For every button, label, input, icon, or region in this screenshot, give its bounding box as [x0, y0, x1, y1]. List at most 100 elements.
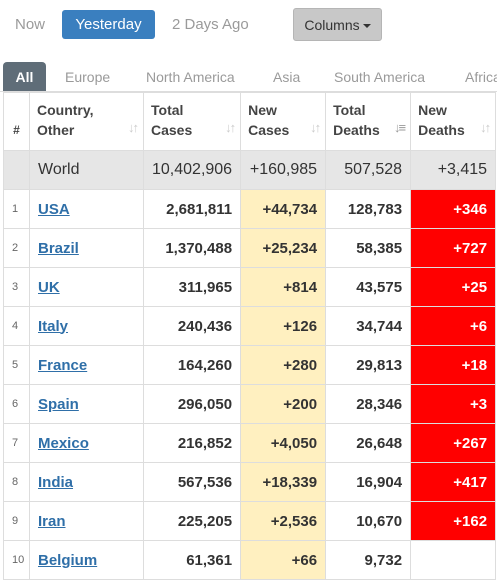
country-link[interactable]: USA — [38, 200, 70, 218]
world-row: World 10,402,906 +160,985 507,528 +3,415 — [3, 150, 497, 190]
total-deaths-cell: 26,648 — [325, 423, 412, 463]
now-button[interactable]: Now — [15, 16, 46, 33]
new-cases-cell: +280 — [240, 345, 327, 385]
new-deaths-cell: +18 — [410, 345, 497, 385]
row-index: 8 — [3, 462, 30, 502]
new-deaths-cell: +162 — [410, 501, 497, 541]
header-row: # Country, Other ↓↑ Total Cases ↓↑ New Cases ↓… — [3, 92, 497, 151]
total-deaths-cell: 43,575 — [325, 267, 412, 307]
new-cases-cell: +66 — [240, 540, 327, 580]
header-new-deaths[interactable]: New Deaths ↓↑ — [410, 92, 497, 151]
table-row: 6 Spain 296,050 +200 28,346 +3 — [3, 384, 497, 424]
country-cell: Iran — [29, 501, 144, 541]
total-cases-cell: 296,050 — [142, 384, 242, 424]
row-index: 7 — [3, 423, 30, 463]
new-deaths-cell — [410, 540, 497, 580]
new-deaths-cell: +417 — [410, 462, 497, 502]
table-row: 5 France 164,260 +280 29,813 +18 — [3, 345, 497, 385]
header-new-deaths-line2: Deaths — [418, 122, 465, 138]
row-index: 5 — [3, 345, 30, 385]
table-row: 9 Iran 225,205 +2,536 10,670 +162 — [3, 501, 497, 541]
row-index: 10 — [3, 540, 30, 580]
total-cases-cell: 311,965 — [142, 267, 242, 307]
country-cell: France — [29, 345, 144, 385]
country-link[interactable]: UK — [38, 278, 60, 296]
region-tabs: All Europe North America Asia South Amer… — [0, 62, 497, 92]
total-deaths-cell: 29,813 — [325, 345, 412, 385]
row-index: 6 — [3, 384, 30, 424]
country-link[interactable]: France — [38, 356, 88, 374]
header-country-line2: Other — [37, 122, 75, 138]
new-cases-cell: +25,234 — [240, 228, 327, 268]
country-link[interactable]: Spain — [38, 395, 79, 413]
total-cases-cell: 216,852 — [142, 423, 242, 463]
country-cell: India — [29, 462, 144, 502]
table-row: 3 UK 311,965 +814 43,575 +25 — [3, 267, 497, 307]
header-new-deaths-line1: New — [418, 102, 447, 118]
tab-asia[interactable]: Asia — [273, 69, 301, 85]
country-cell: Brazil — [29, 228, 144, 268]
stats-table: # Country, Other ↓↑ Total Cases ↓↑ New Cases ↓… — [3, 92, 497, 580]
country-cell: Italy — [29, 306, 144, 346]
new-cases-cell: +18,339 — [240, 462, 327, 502]
header-total-deaths-line1: Total — [333, 102, 366, 118]
header-num: # — [3, 92, 30, 151]
tab-north-america[interactable]: North America — [146, 69, 235, 85]
country-cell: Spain — [29, 384, 144, 424]
caret-down-icon — [362, 24, 371, 29]
new-cases-cell: +44,734 — [240, 189, 327, 229]
yesterday-button[interactable]: Yesterday — [62, 10, 155, 39]
country-link[interactable]: Mexico — [38, 434, 89, 452]
country-cell: USA — [29, 189, 144, 229]
total-cases-cell: 1,370,488 — [142, 228, 242, 268]
new-deaths-cell: +346 — [410, 189, 497, 229]
two-days-ago-button[interactable]: 2 Days Ago — [172, 16, 249, 33]
new-cases-cell: +200 — [240, 384, 327, 424]
world-new-deaths: +3,415 — [410, 150, 497, 190]
country-link[interactable]: Iran — [38, 512, 66, 530]
row-index: 1 — [3, 189, 30, 229]
tab-europe[interactable]: Europe — [65, 69, 111, 85]
tab-south-america[interactable]: South America — [334, 69, 426, 85]
header-total-deaths[interactable]: Total Deaths ↓≡ — [325, 92, 412, 151]
country-link[interactable]: Belgium — [38, 551, 98, 569]
country-cell: UK — [29, 267, 144, 307]
country-link[interactable]: India — [38, 473, 74, 491]
columns-button[interactable]: Columns — [293, 8, 382, 41]
country-link[interactable]: Brazil — [38, 239, 79, 257]
total-cases-cell: 240,436 — [142, 306, 242, 346]
sort-icon: ↓↑ — [480, 120, 491, 135]
header-country-line1: Country, — [37, 102, 94, 118]
header-new-cases-line1: New — [248, 102, 277, 118]
new-deaths-cell: +3 — [410, 384, 497, 424]
world-index — [3, 150, 30, 190]
tab-africa[interactable]: Africa — [465, 69, 497, 85]
new-deaths-cell: +727 — [410, 228, 497, 268]
header-new-cases-line2: Cases — [248, 122, 290, 138]
table-row: 8 India 567,536 +18,339 16,904 +417 — [3, 462, 497, 502]
total-deaths-cell: 28,346 — [325, 384, 412, 424]
row-index: 2 — [3, 228, 30, 268]
row-index: 4 — [3, 306, 30, 346]
table-row: 10 Belgium 61,361 +66 9,732 — [3, 540, 497, 580]
country-link[interactable]: Italy — [38, 317, 69, 335]
total-deaths-cell: 128,783 — [325, 189, 412, 229]
new-deaths-cell: +6 — [410, 306, 497, 346]
row-index: 9 — [3, 501, 30, 541]
total-cases-cell: 61,361 — [142, 540, 242, 580]
new-cases-cell: +126 — [240, 306, 327, 346]
sort-icon: ↓↑ — [310, 120, 321, 135]
tab-all[interactable]: All — [3, 62, 46, 92]
header-new-cases[interactable]: New Cases ↓↑ — [240, 92, 327, 151]
columns-label: Columns — [304, 17, 360, 33]
header-total-deaths-line2: Deaths — [333, 122, 380, 138]
new-cases-cell: +2,536 — [240, 501, 327, 541]
day-selector: Now Yesterday 2 Days Ago Columns — [0, 0, 497, 50]
total-deaths-cell: 10,670 — [325, 501, 412, 541]
header-total-cases[interactable]: Total Cases ↓↑ — [142, 92, 242, 151]
world-total-cases: 10,402,906 — [142, 150, 242, 190]
header-total-cases-line2: Cases — [151, 122, 193, 138]
world-new-cases: +160,985 — [240, 150, 327, 190]
header-country[interactable]: Country, Other ↓↑ — [29, 92, 144, 151]
total-deaths-cell: 9,732 — [325, 540, 412, 580]
